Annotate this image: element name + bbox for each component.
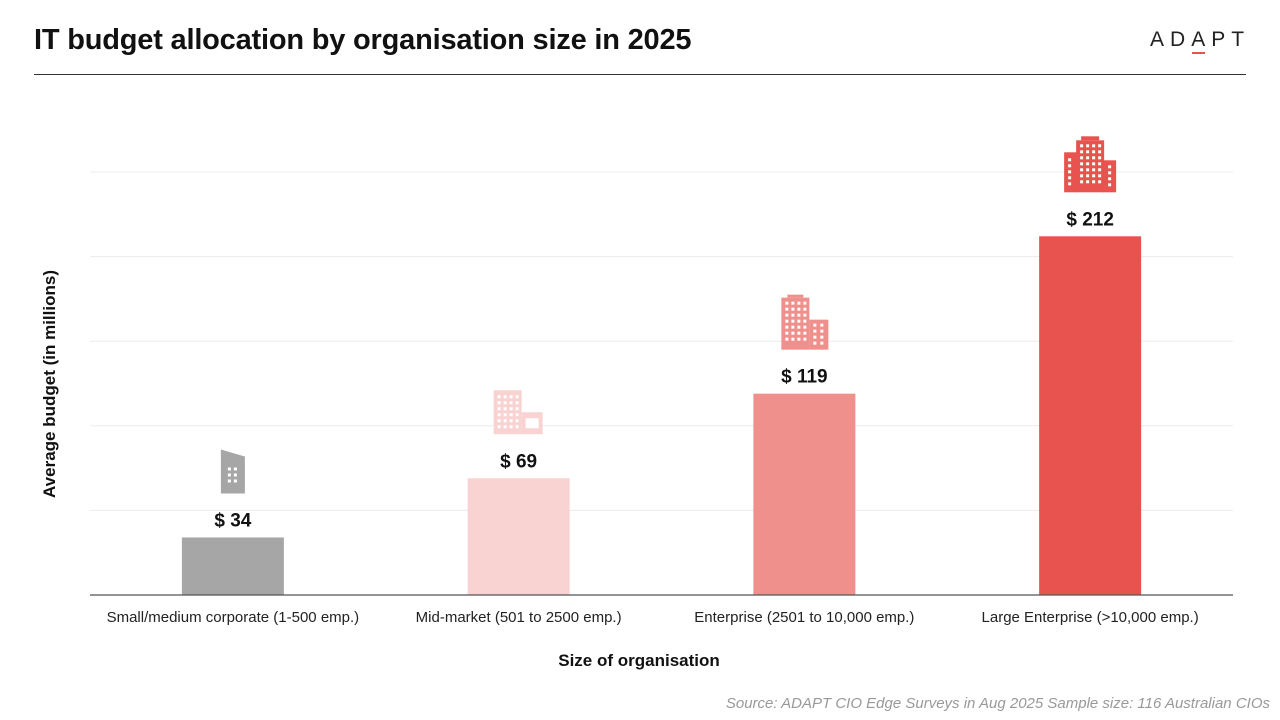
value-label: $ 119: [781, 367, 828, 388]
y-axis-label: Average budget (in millions): [40, 270, 59, 498]
bar: [181, 537, 284, 595]
bar: [467, 478, 570, 595]
bar: [1039, 236, 1142, 595]
x-axis-label: Size of organisation: [558, 651, 720, 670]
adapt-logo: ADAPT: [1150, 28, 1251, 51]
x-tick-labels: Small/medium corporate (1-500 emp.) Mid-m…: [107, 609, 1199, 626]
x-tick-label: Small/medium corporate (1-500 emp.): [107, 609, 360, 626]
value-label: $ 69: [500, 451, 537, 472]
mid-building-icon: [493, 390, 543, 435]
bars: [181, 236, 1142, 595]
value-labels: $ 34 $ 69 $ 119 $ 212: [214, 209, 1114, 531]
x-tick-label: Enterprise (2501 to 10,000 emp.): [694, 609, 914, 626]
value-label: $ 212: [1066, 209, 1114, 230]
chart-title: IT budget allocation by organisation siz…: [34, 24, 692, 56]
x-tick-label: Large Enterprise (>10,000 emp.): [982, 609, 1199, 626]
large-office-complex-icon: [1064, 136, 1117, 193]
value-label: $ 34: [214, 510, 251, 531]
small-building-icon: [220, 449, 245, 494]
office-tower-icon: [781, 294, 829, 350]
source-note: Source: ADAPT CIO Edge Surveys in Aug 20…: [725, 695, 1270, 712]
header-divider: [34, 74, 1246, 75]
category-icons: [220, 136, 1117, 494]
x-tick-label: Mid-market (501 to 2500 emp.): [416, 609, 622, 626]
bar: [753, 393, 856, 595]
